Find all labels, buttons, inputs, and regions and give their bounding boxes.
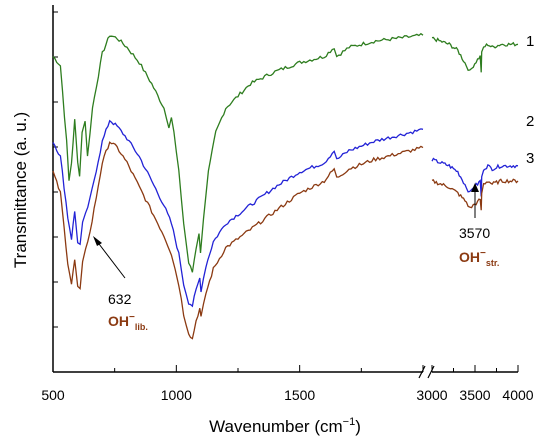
x-tick-labels: 500 1000 1500 3000 3500 4000 — [41, 387, 533, 403]
annotation-632-label: OH−lib. — [108, 312, 148, 332]
annotation-3570-arrow-head — [471, 183, 479, 192]
x-tick-label-3500: 3500 — [459, 387, 490, 403]
series-label-2: 2 — [526, 113, 534, 130]
axis-break-marker — [418, 365, 435, 379]
axis-ticks — [52, 11, 519, 373]
annotation-632-arrow-line — [95, 239, 126, 279]
x-tick-label-1500: 1500 — [284, 387, 315, 403]
x-axis-title-end: ) — [355, 417, 361, 436]
annotation-3570-label: OH−str. — [459, 248, 499, 268]
series-label-1: 1 — [526, 33, 534, 50]
x-tick-label-1000: 1000 — [161, 387, 192, 403]
x-tick-label-4000: 4000 — [502, 387, 533, 403]
series-label-3: 3 — [526, 150, 534, 167]
x-axis-title-sup: −1 — [343, 416, 356, 428]
series-3-line-left — [52, 141, 424, 340]
x-axis-title-main: Wavenumber (cm — [209, 417, 343, 436]
series-group — [52, 32, 519, 340]
annotation-632-value: 632 — [108, 291, 132, 307]
x-axis-title: Wavenumber (cm−1) — [209, 416, 361, 436]
y-axis-title: Transmittance (a. u.) — [11, 112, 30, 268]
annotation-632-arrow-head — [93, 236, 102, 246]
series-1-line-left — [52, 32, 424, 273]
series-1-line-right — [431, 36, 519, 73]
x-tick-label-3000: 3000 — [416, 387, 447, 403]
annotation-3570-value: 3570 — [459, 225, 490, 241]
series-2-line-left — [52, 119, 424, 308]
x-tick-label-500: 500 — [41, 387, 65, 403]
